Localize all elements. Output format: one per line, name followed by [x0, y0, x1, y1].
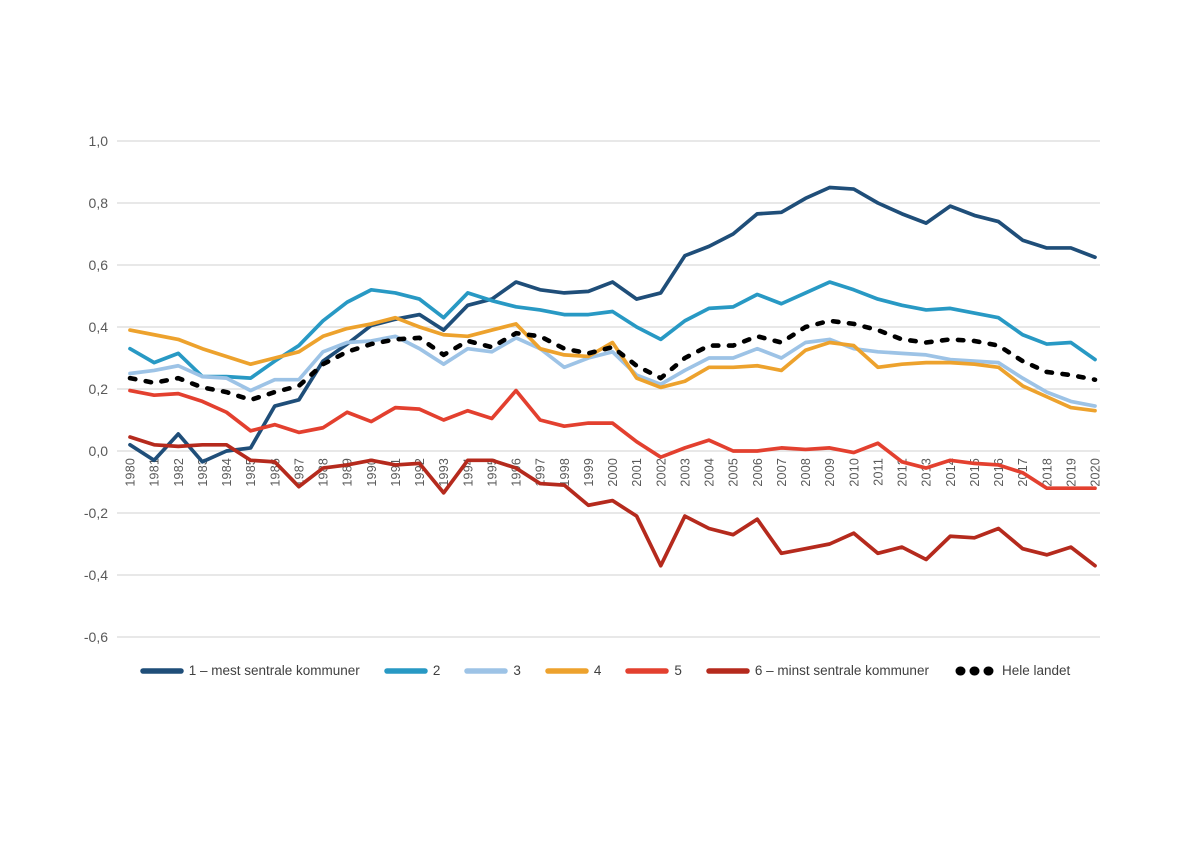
x-axis-label: 2008	[799, 458, 813, 487]
legend-label-4: 4	[593, 663, 602, 678]
legend-swatch-3	[464, 668, 509, 674]
y-axis-label: -0,4	[84, 567, 108, 583]
y-axis-label: 0,2	[89, 381, 109, 397]
y-axis-label: 0,8	[89, 195, 109, 211]
x-axis-label: 2003	[678, 458, 692, 487]
x-axis-label: 2014	[944, 458, 958, 487]
series-line-2	[128, 280, 1097, 380]
legend-label-7: Hele landet	[1001, 663, 1071, 678]
series-line-5	[128, 388, 1097, 491]
x-axis-label: 1995	[485, 458, 499, 487]
legend-swatch-6	[706, 668, 750, 674]
y-axis-label: 0,0	[89, 443, 109, 459]
x-axis-label: 1990	[365, 458, 379, 487]
series-line-1	[128, 185, 1097, 464]
x-axis-label: 2016	[992, 458, 1006, 487]
x-axis-label: 1985	[244, 458, 258, 487]
x-axis-label: 1980	[124, 458, 138, 487]
x-axis-label: 2002	[654, 458, 668, 487]
y-axis-label: 1,0	[89, 133, 109, 149]
legend-label-5: 5	[674, 663, 682, 678]
x-axis-label: 2020	[1089, 458, 1103, 487]
x-axis-label: 2007	[775, 458, 789, 487]
line-chart: 1,0 0,8 0,6 0,4 0,2 0,0 -0,2 -0,4 -0,6 1980 1981 19…	[84, 133, 1103, 645]
legend-item-7: Hele landet	[953, 656, 1070, 686]
x-axis-label: 1983	[196, 458, 210, 487]
y-axis-label: -0,2	[84, 505, 108, 521]
x-axis-label: 2019	[1064, 458, 1078, 487]
x-axis-label: 2006	[751, 458, 765, 487]
x-axis-label: 2004	[703, 458, 717, 487]
x-axis-label: 2001	[630, 458, 644, 487]
x-axis-label: 2013	[920, 458, 934, 487]
legend-item-5: 5	[625, 656, 682, 686]
y-axis-label: 0,4	[89, 319, 109, 335]
x-axis-label: 2018	[1040, 458, 1054, 487]
x-axis-label: 1987	[292, 458, 306, 487]
legend-item-1: 1 – mest sentrale kommuner	[139, 656, 360, 686]
legend-label-3: 3	[513, 663, 521, 678]
x-axis-label: 2000	[606, 458, 620, 487]
legend-item-3: 3	[464, 656, 521, 686]
legend-swatch-7	[955, 666, 997, 676]
chart-legend: 1 – mest sentrale kommuner 2 3 4 5 6 – minst …	[105, 656, 1105, 686]
x-axis-label: 1984	[220, 458, 234, 487]
legend-label-6: 6 – minst sentrale kommuner	[754, 663, 929, 678]
x-axis-label: 1993	[437, 458, 451, 487]
x-axis-label: 1998	[558, 458, 572, 487]
x-axis-label: 2005	[727, 458, 741, 487]
series-line-6	[128, 435, 1097, 568]
legend-swatch-5	[625, 668, 670, 674]
series-line-3	[128, 334, 1097, 408]
series-line-4	[128, 315, 1097, 413]
y-axis-label: -0,6	[84, 629, 108, 645]
x-axis-label: 2010	[847, 458, 861, 487]
x-axis-label: 2011	[871, 458, 885, 486]
x-axis-label: 2012	[896, 458, 910, 487]
x-axis-label: 1981	[148, 458, 162, 487]
legend-label-2: 2	[432, 663, 441, 678]
legend-item-6: 6 – minst sentrale kommuner	[706, 656, 929, 686]
legend-swatch-1	[139, 668, 184, 674]
x-axis-label: 1999	[582, 458, 596, 487]
legend-swatch-2	[384, 668, 428, 674]
y-axis-label: 0,6	[89, 257, 109, 273]
series-line-7	[127, 318, 1098, 403]
legend-swatch-4	[545, 668, 589, 674]
x-axis-label: 1982	[172, 458, 186, 487]
legend-item-2: 2	[384, 656, 441, 686]
legend-item-4: 4	[545, 656, 602, 686]
legend-label-1: 1 – mest sentrale kommuner	[188, 663, 360, 678]
x-axis-label: 1988	[317, 458, 331, 487]
x-axis-label: 2009	[823, 458, 837, 487]
